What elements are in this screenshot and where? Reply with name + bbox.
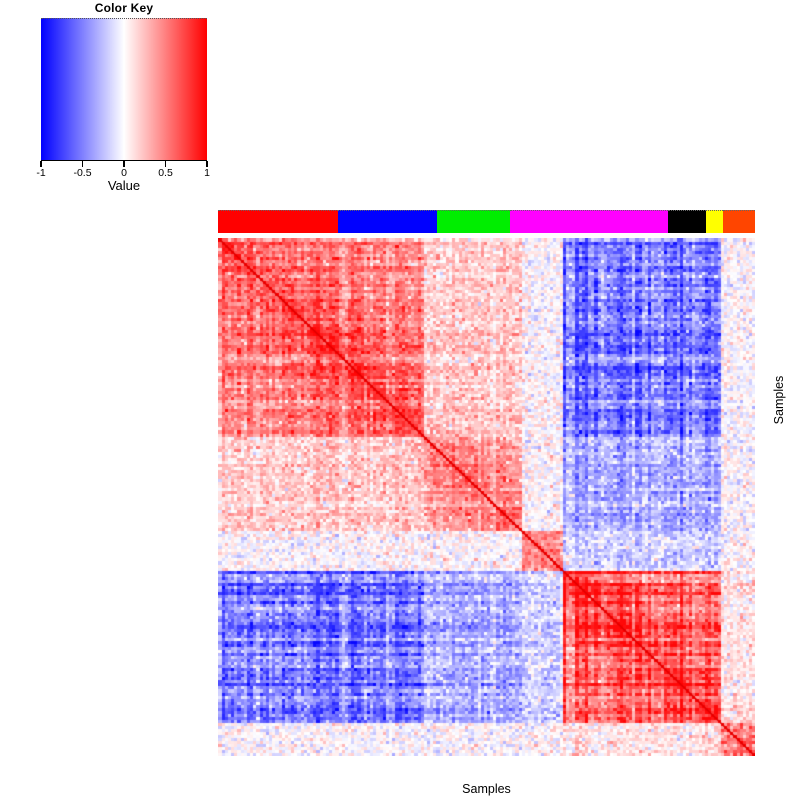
color-key-tick-3 — [164, 161, 167, 167]
color-key-tick-label-1: -0.5 — [73, 167, 92, 179]
color-key-tick-label-4: 1 — [204, 167, 210, 179]
color-key-gradient — [41, 18, 207, 161]
side-color-group-magenta — [509, 210, 668, 233]
heatmap-region — [218, 210, 755, 756]
side-color-group-orange — [722, 210, 755, 233]
side-color-group-black — [667, 210, 706, 233]
x-axis-title: Samples — [462, 782, 511, 796]
heatmap-body — [218, 238, 755, 756]
color-key-tick-label-0: -1 — [36, 167, 46, 179]
side-color-group-green — [436, 210, 510, 233]
color-key-tick-1 — [81, 161, 84, 167]
color-key-value-label: Value — [107, 178, 141, 193]
color-key-axis — [40, 160, 208, 167]
y-axis-title-container: Samples — [757, 0, 800, 800]
side-color-group-red — [218, 210, 339, 233]
color-key-tick-0 — [40, 161, 42, 167]
column-side-color-bar — [218, 210, 755, 233]
side-color-group-yellow — [705, 210, 723, 233]
color-key-tick-2 — [123, 161, 125, 167]
y-axis-title: Samples — [771, 375, 786, 425]
color-key-title: Color Key — [94, 1, 154, 15]
color-key-panel: Color Key -1 -0.5 0 0.5 1 Value — [0, 0, 250, 200]
color-key-tick-label-3: 0.5 — [158, 167, 173, 179]
color-key-tick-label-2: 0 — [121, 167, 127, 179]
side-color-group-blue — [338, 210, 437, 233]
color-key-tick-4 — [206, 161, 208, 167]
heatmap-matrix — [218, 238, 755, 756]
